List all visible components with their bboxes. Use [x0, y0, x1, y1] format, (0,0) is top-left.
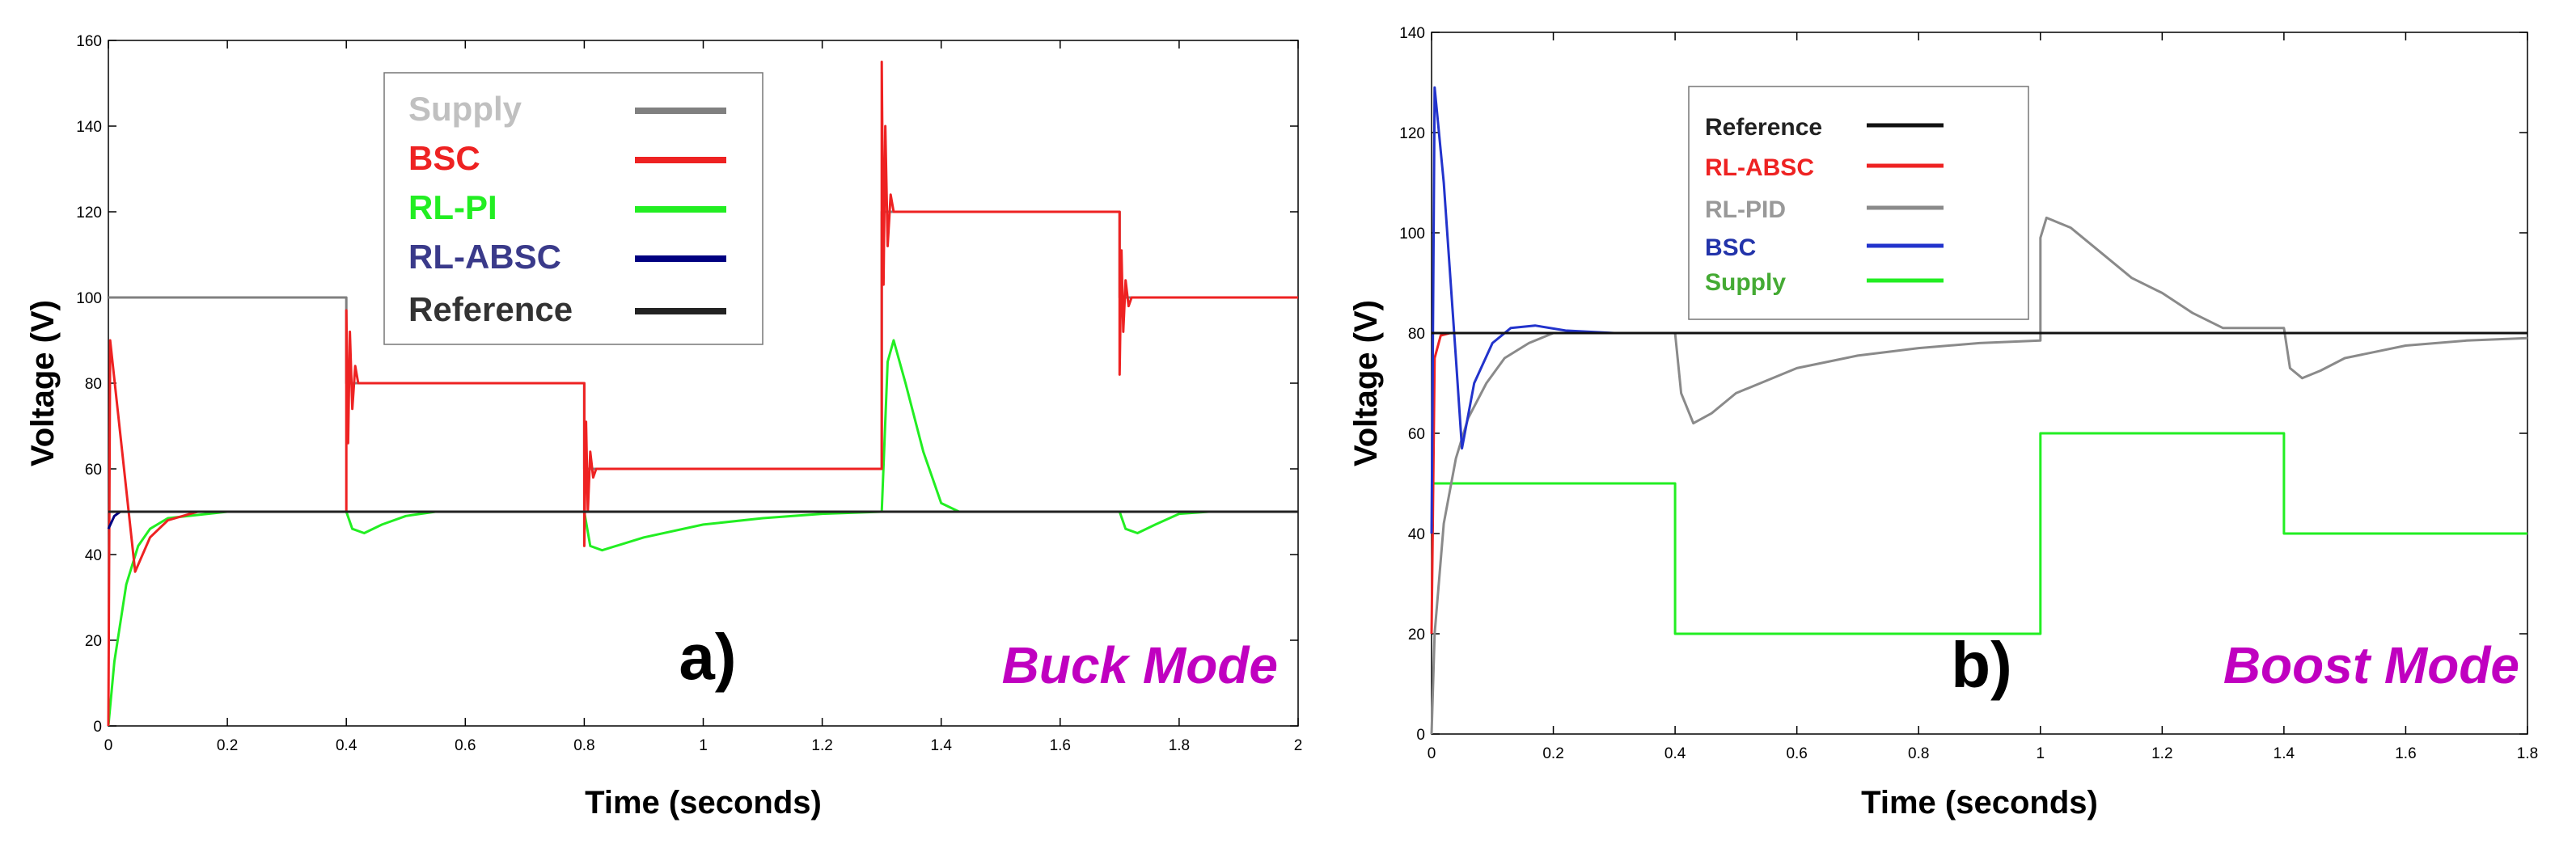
buck-mode-chart: 0 0.2 0.4 0.6 0.8 1 1.2 1.4 1.6 1.8 20204060801001… — [25, 33, 1302, 821]
y-axis-label: Voltage (V) — [25, 300, 61, 466]
y-tick-label: 80 — [85, 376, 102, 393]
x-tick-label: 1.8 — [1169, 737, 1190, 754]
x-tick-label: 1 — [2036, 745, 2045, 762]
series-line-supply — [1432, 432, 2527, 635]
x-tick-label: 1.8 — [2517, 745, 2538, 762]
x-tick-label: 0.2 — [1542, 745, 1563, 762]
x-tick-label: 0 — [1428, 745, 1436, 762]
legend-box — [1688, 86, 2029, 320]
x-tick-label: 1 — [699, 737, 708, 754]
x-tick-label: 1.6 — [2395, 745, 2416, 762]
y-tick-label: 0 — [1416, 727, 1425, 744]
x-tick-label: 0.8 — [573, 737, 594, 754]
legend-label: Reference — [408, 290, 573, 328]
legend-label: Supply — [408, 90, 522, 128]
legend-label: RL-PID — [1705, 196, 1786, 223]
legend-label: BSC — [1705, 234, 1756, 261]
y-tick-label: 120 — [1399, 125, 1425, 142]
x-tick-label: 1.2 — [811, 737, 832, 754]
series-line-rl-pi — [107, 339, 1298, 727]
y-tick-label: 140 — [1399, 25, 1425, 42]
y-tick-label: 20 — [1408, 627, 1425, 643]
x-tick-label: 1.4 — [930, 737, 952, 754]
y-tick-label: 20 — [85, 633, 102, 650]
mode-label: Boost Mode — [2223, 636, 2519, 694]
x-tick-label: 1.2 — [2151, 745, 2172, 762]
x-tick-label: 1.4 — [2274, 745, 2295, 762]
legend-label: Reference — [1705, 114, 1822, 141]
y-axis-label: Voltage (V) — [1348, 300, 1384, 466]
y-tick-label: 120 — [76, 205, 102, 221]
y-tick-label: 100 — [76, 290, 102, 307]
mode-label: Buck Mode — [1002, 636, 1278, 694]
legend-label: Supply — [1705, 269, 1786, 296]
x-tick-label: 0.6 — [1786, 745, 1807, 762]
legend-label: RL-ABSC — [1705, 154, 1814, 181]
panel-label: b) — [1951, 629, 2012, 701]
y-tick-label: 60 — [85, 462, 102, 479]
series-line-rl-pid — [1430, 216, 2528, 735]
boost-mode-chart: 0 0.2 0.4 0.6 0.8 1 1.2 1.4 1.6 1.8 0 20 40 60 80 100 12… — [1348, 25, 2538, 821]
y-tick-label: 60 — [1408, 426, 1425, 443]
y-tick-label: 40 — [1408, 526, 1425, 543]
x-tick-label: 0.6 — [455, 737, 476, 754]
x-axis-label: Time (seconds) — [1861, 785, 2098, 821]
y-tick-label: 40 — [85, 547, 102, 564]
legend-label: BSC — [408, 139, 480, 177]
y-tick-label: 80 — [1408, 326, 1425, 343]
x-tick-label: 0.8 — [1908, 745, 1929, 762]
x-tick-label: 2 — [1294, 737, 1303, 754]
y-tick-label: 160 — [76, 33, 102, 50]
x-tick-label: 0.4 — [336, 737, 357, 754]
x-axis-label: Time (seconds) — [585, 785, 822, 821]
legend-label: RL-ABSC — [408, 238, 561, 276]
series-line-bsc — [1430, 86, 2527, 534]
x-tick-label: 0.2 — [217, 737, 238, 754]
x-tick-label: 0.4 — [1664, 745, 1686, 762]
legend-label: RL-PI — [408, 188, 497, 226]
panel-label: a) — [679, 621, 736, 693]
x-tick-label: 1.6 — [1050, 737, 1071, 754]
y-tick-label: 0 — [93, 719, 102, 736]
x-tick-label: 0 — [104, 737, 113, 754]
y-tick-label: 100 — [1399, 226, 1425, 243]
y-tick-label: 140 — [76, 119, 102, 136]
